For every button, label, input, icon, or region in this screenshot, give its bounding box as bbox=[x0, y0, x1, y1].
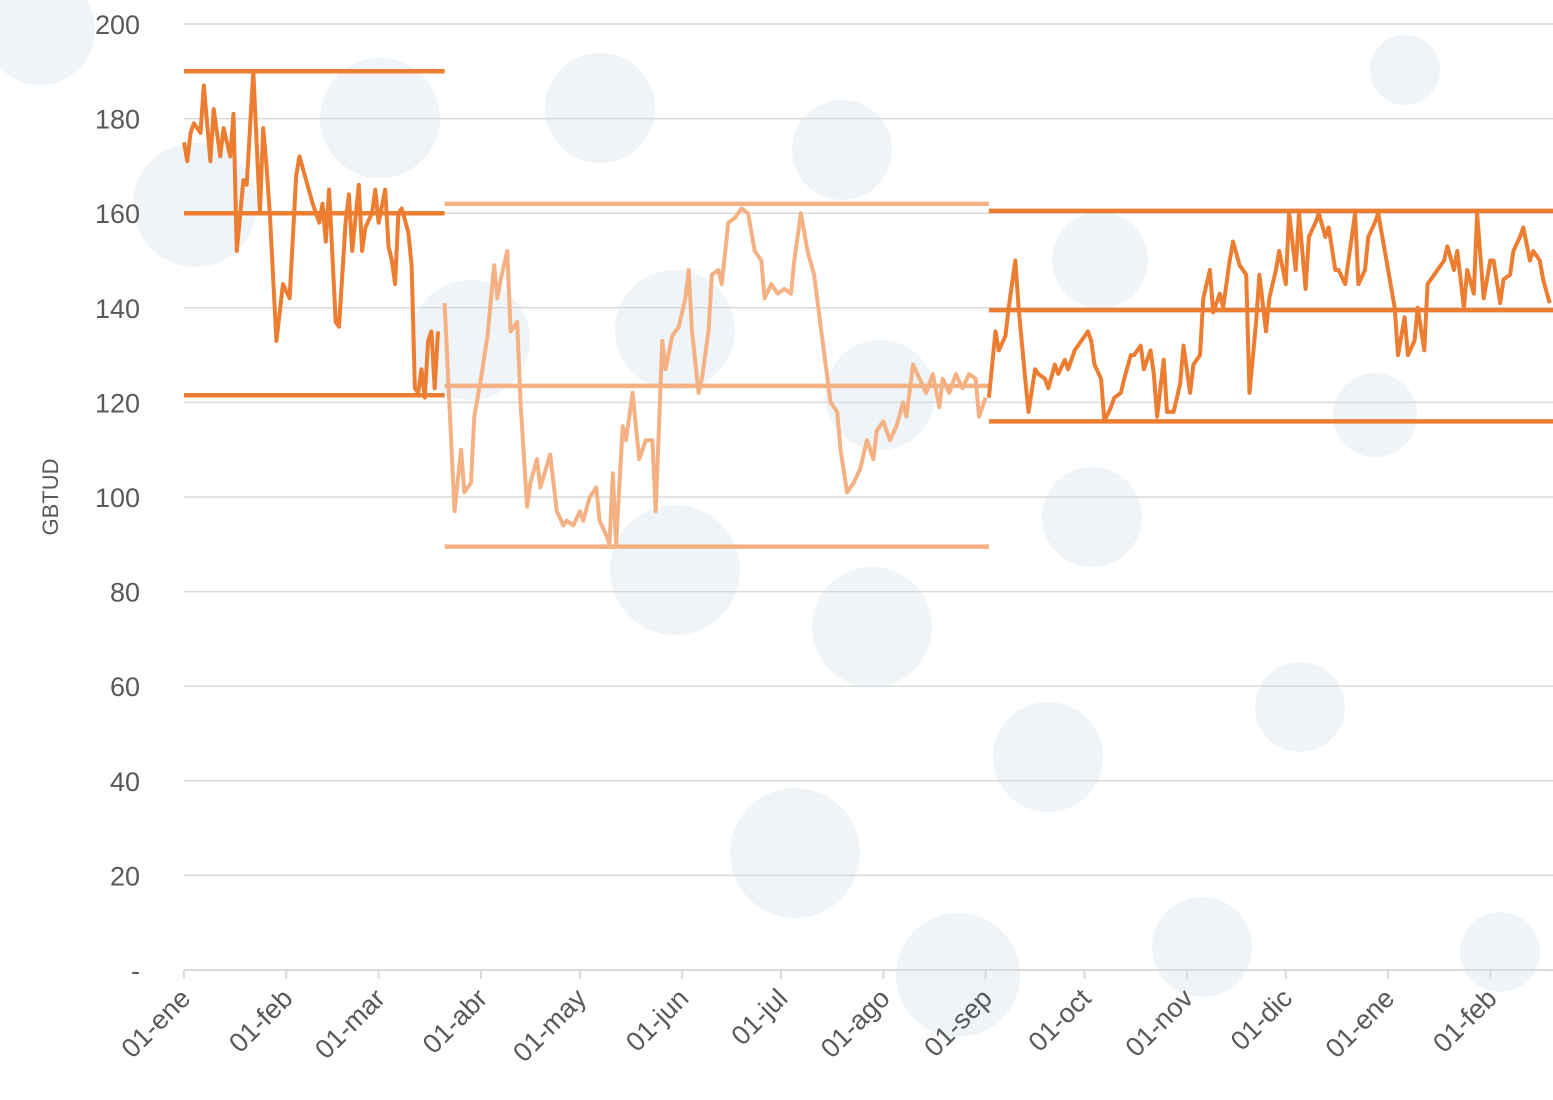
x-tick-label: 01-nov bbox=[1119, 983, 1199, 1063]
x-tick-label: 01-feb bbox=[1427, 983, 1502, 1058]
x-tick-label: 01-ene bbox=[116, 983, 197, 1064]
y-tick-label: 200 bbox=[95, 10, 140, 40]
x-tick-label: 01-ago bbox=[815, 983, 896, 1064]
y-tick-label: 20 bbox=[110, 861, 140, 891]
series-line bbox=[442, 206, 988, 547]
y-tick-label: 100 bbox=[95, 483, 140, 513]
y-tick-label: 80 bbox=[110, 578, 140, 608]
series-line bbox=[182, 69, 440, 400]
x-tick-label: 01-abr bbox=[417, 983, 493, 1059]
y-tick-label: 60 bbox=[110, 672, 140, 702]
series-line bbox=[986, 211, 1552, 424]
x-tick-label: 01-dic bbox=[1225, 983, 1298, 1056]
y-tick-label: 40 bbox=[110, 767, 140, 797]
x-tick-label: 01-jun bbox=[620, 983, 694, 1057]
x-tick-label: 01-may bbox=[507, 983, 592, 1068]
y-tick-label: 180 bbox=[95, 105, 140, 135]
x-tick-label: 01-ene bbox=[1320, 983, 1401, 1064]
y-axis-title: GBTUD bbox=[38, 459, 63, 536]
y-tick-label: 160 bbox=[95, 199, 140, 229]
x-tick-label: 01-feb bbox=[223, 983, 298, 1058]
x-tick-label: 01-mar bbox=[309, 983, 391, 1065]
y-tick-label: 140 bbox=[95, 294, 140, 324]
x-tick-label: 01-oct bbox=[1023, 983, 1098, 1058]
y-tick-label: - bbox=[131, 956, 140, 986]
y-tick-label: 120 bbox=[95, 388, 140, 418]
x-tick-label: 01-jul bbox=[725, 983, 793, 1051]
